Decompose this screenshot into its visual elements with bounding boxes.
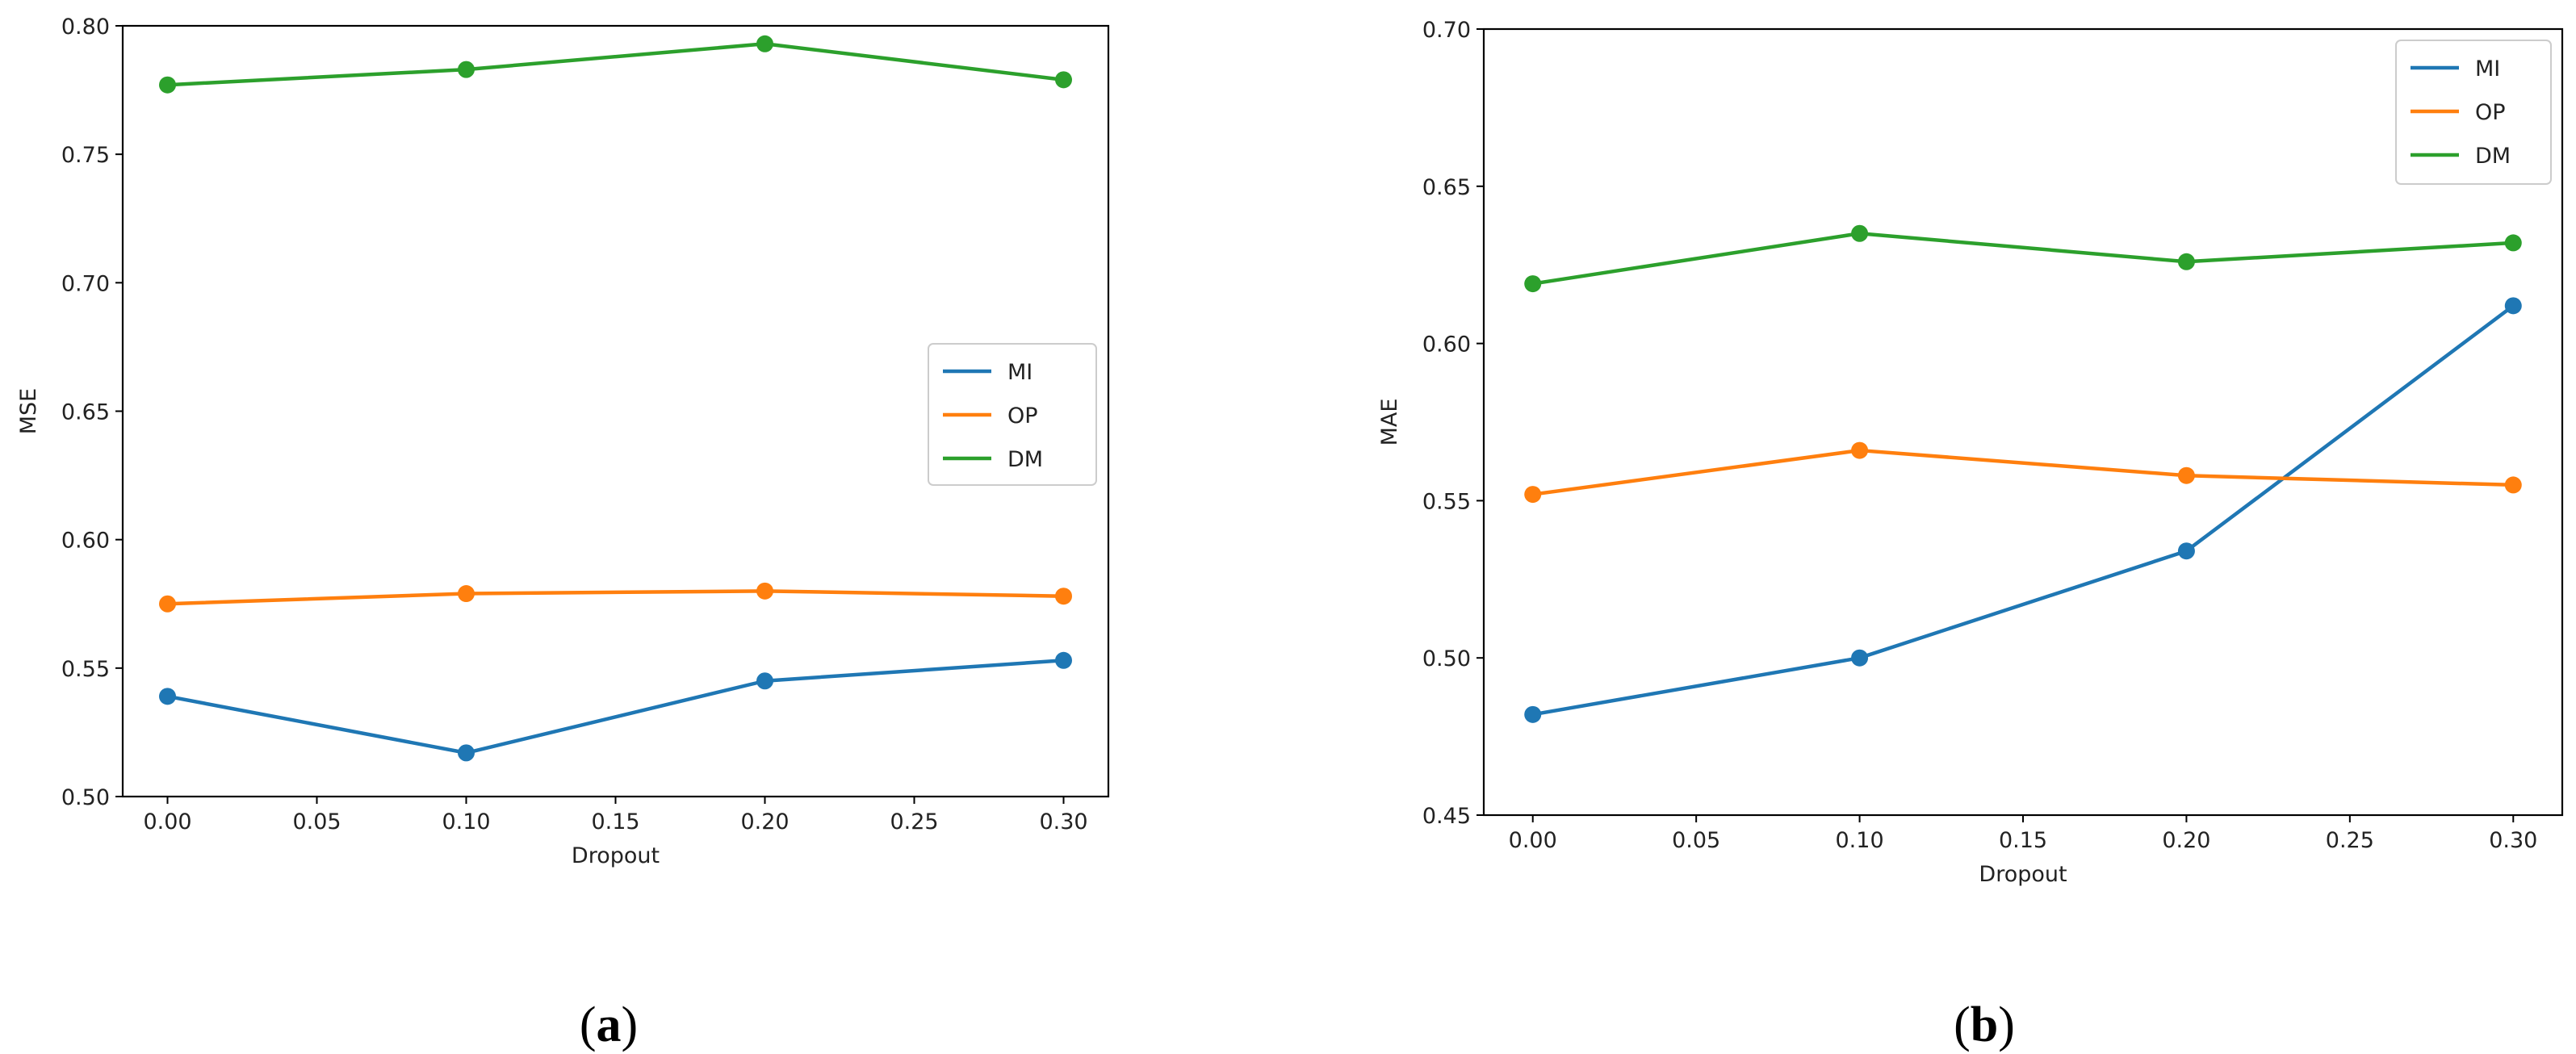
data-point-dm <box>458 61 475 78</box>
data-point-dm <box>756 35 773 52</box>
x-tick-label: 0.30 <box>1039 809 1087 834</box>
series-line-op <box>167 589 1064 606</box>
chart-panel-b: 0.00 0.05 0.10 0.15 0.20 0.25 0.30 0.45 0.50 0.55… <box>1377 18 2564 887</box>
legend-label-dm: DM <box>1007 447 1043 472</box>
x-tick-label: 0.20 <box>740 809 789 834</box>
data-point-dm <box>159 76 176 94</box>
x-tick-label: 0.10 <box>1836 828 1884 853</box>
data-point-dm <box>1524 275 1542 293</box>
y-tick-label: 0.80 <box>61 15 110 40</box>
data-point-mi <box>1851 649 1869 667</box>
panel-a-caption: (a) <box>580 998 638 1052</box>
y-tick-label: 0.75 <box>61 143 110 168</box>
y-tick-label: 0.45 <box>1422 804 1471 829</box>
x-tick-label: 0.10 <box>442 809 490 834</box>
series-line-mi <box>1532 304 2515 717</box>
data-point-dm <box>1055 71 1072 89</box>
y-tick-label: 0.55 <box>61 657 110 682</box>
x-tick-label: 0.25 <box>890 809 938 834</box>
data-point-dm <box>2504 234 2522 252</box>
data-point-mi <box>2504 297 2522 315</box>
data-point-op <box>1851 441 1869 459</box>
x-tick-label: 0.05 <box>292 809 341 834</box>
panel-b-caption: (b) <box>1954 998 2015 1052</box>
legend-label-mi: MI <box>2475 56 2500 82</box>
legend-label-op: OP <box>2475 100 2506 125</box>
y-axis-label: MAE <box>1377 399 1402 446</box>
x-tick-label: 0.20 <box>2162 828 2210 853</box>
y-tick-label: 0.65 <box>1422 175 1471 200</box>
data-point-mi <box>159 688 176 705</box>
y-tick-label: 0.55 <box>1422 489 1471 514</box>
y-tick-label: 0.50 <box>61 785 110 810</box>
legend-label-op: OP <box>1007 404 1038 429</box>
data-point-op <box>756 582 773 600</box>
data-point-mi <box>756 672 773 690</box>
data-point-dm <box>1851 224 1869 242</box>
y-tick-label: 0.50 <box>1422 646 1471 671</box>
data-point-mi <box>1055 651 1072 669</box>
data-point-op <box>1055 588 1072 605</box>
chart-panel-a: 0.00 0.05 0.10 0.15 0.20 0.25 0.30 0.50 0.55 0.60… <box>16 15 1110 868</box>
data-point-dm <box>2177 253 2195 270</box>
x-tick-label: 0.00 <box>143 809 191 834</box>
y-tick-label: 0.65 <box>61 400 110 425</box>
y-tick-label: 0.60 <box>61 529 110 554</box>
legend-box <box>928 343 1097 486</box>
y-tick-label: 0.60 <box>1422 333 1471 358</box>
x-tick-label: 0.30 <box>2489 828 2537 853</box>
x-axis-label: Dropout <box>572 843 660 868</box>
x-tick-label: 0.05 <box>1672 828 1720 853</box>
data-point-op <box>159 595 176 613</box>
data-point-op <box>458 585 475 603</box>
data-point-mi <box>2177 542 2195 560</box>
x-tick-label: 0.00 <box>1509 828 1557 853</box>
x-tick-label: 0.15 <box>591 809 639 834</box>
series-line-dm <box>167 42 1064 87</box>
legend-box <box>2395 40 2552 185</box>
series-line-op <box>1532 448 2514 496</box>
data-point-op <box>2504 476 2522 494</box>
series-line-dm <box>1532 231 2514 286</box>
y-axis-label: MSE <box>16 388 41 435</box>
legend-label-dm: DM <box>2475 144 2511 169</box>
data-point-mi <box>1524 705 1542 723</box>
x-tick-label: 0.25 <box>2326 828 2374 853</box>
y-tick-label: 0.70 <box>61 271 110 296</box>
x-axis-label: Dropout <box>1979 862 2067 887</box>
series-line-mi <box>167 659 1064 755</box>
legend-label-mi: MI <box>1007 360 1032 385</box>
x-tick-label: 0.15 <box>1999 828 2047 853</box>
data-point-mi <box>458 744 475 762</box>
data-point-op <box>2177 466 2195 484</box>
data-point-op <box>1524 486 1542 504</box>
y-tick-label: 0.70 <box>1422 18 1471 43</box>
